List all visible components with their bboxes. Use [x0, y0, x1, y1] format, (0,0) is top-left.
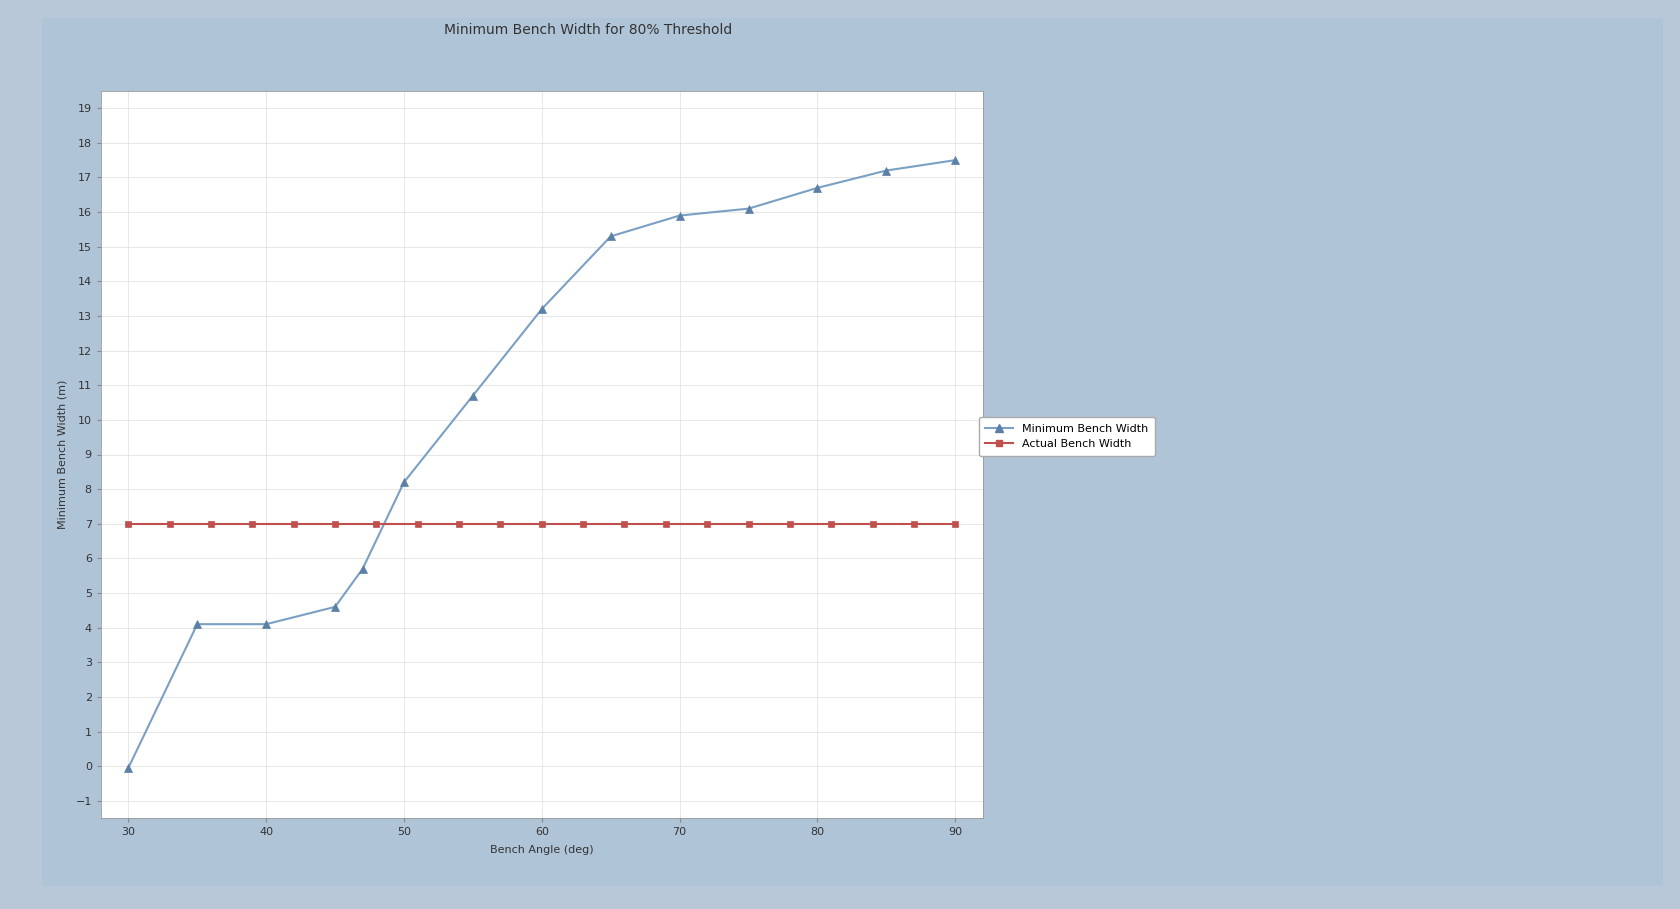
Y-axis label: Minimum Bench Width (m): Minimum Bench Width (m)	[57, 380, 67, 529]
Legend: Minimum Bench Width, Actual Bench Width: Minimum Bench Width, Actual Bench Width	[979, 417, 1154, 455]
X-axis label: Bench Angle (deg): Bench Angle (deg)	[491, 845, 593, 855]
Text: Minimum Bench Width for 80% Threshold: Minimum Bench Width for 80% Threshold	[444, 23, 732, 36]
